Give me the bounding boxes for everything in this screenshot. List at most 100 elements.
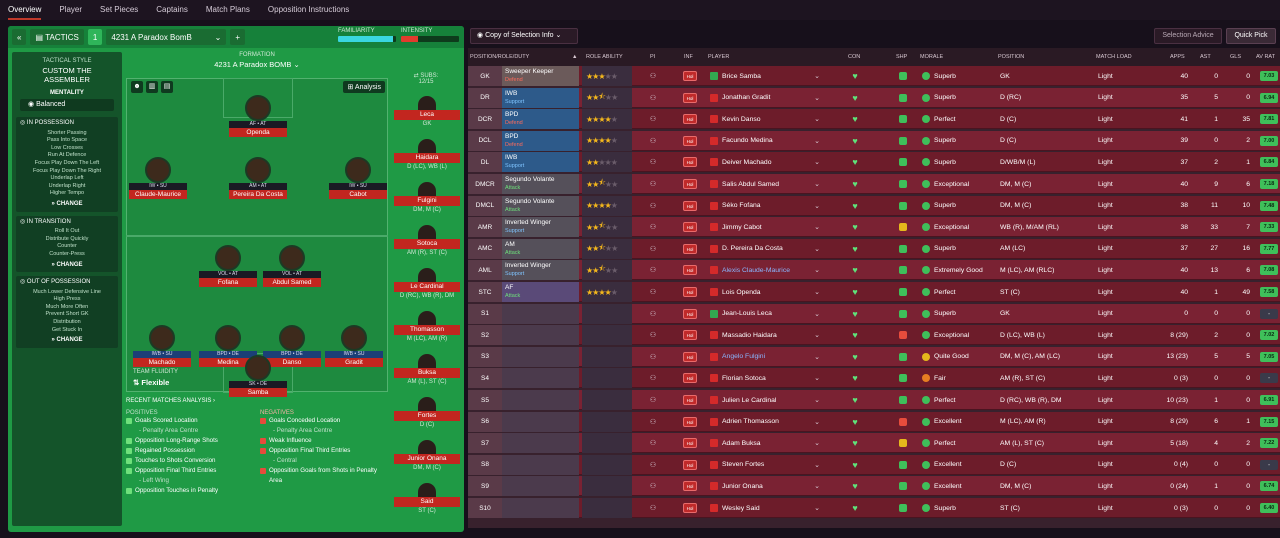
player-name[interactable]: Séko Fofana bbox=[722, 202, 761, 210]
player-cell[interactable]: Séko Fofana ⌄ bbox=[708, 196, 824, 216]
table-row[interactable]: S6 ⚇ Hol Adrien Thomasson ⌄ ♥ Excellent M (LC),… bbox=[468, 411, 1280, 432]
pitch-player-machado[interactable]: IWB • SU Machado bbox=[133, 325, 191, 367]
player-name[interactable]: Alexis Claude-Maurice bbox=[722, 266, 790, 274]
role-duty-cell[interactable]: Segundo Volante Attack bbox=[502, 174, 579, 194]
pitch-player-cabot[interactable]: IW • SU Cabot bbox=[329, 157, 387, 199]
player-cell[interactable]: Lois Openda ⌄ bbox=[708, 282, 824, 302]
pi-cell[interactable]: ⚇ bbox=[642, 88, 664, 108]
player-cell[interactable]: Alexis Claude-Maurice ⌄ bbox=[708, 260, 824, 280]
pi-cell[interactable]: ⚇ bbox=[642, 174, 664, 194]
role-duty-cell[interactable]: IWB Support bbox=[502, 87, 579, 108]
table-row[interactable]: DMCR Segundo Volante Attack ★ ★ ⯪ ★ ★ ⚇ Hol Salis … bbox=[468, 174, 1280, 194]
role-duty-cell[interactable]: Sweeper Keeper Defend bbox=[502, 66, 579, 86]
header-position[interactable]: POSITION bbox=[998, 54, 1025, 60]
header-inf[interactable]: INF bbox=[684, 54, 693, 60]
player-name[interactable]: Massadio Haidara bbox=[722, 331, 777, 339]
analysis-button[interactable]: ⊞ Analysis bbox=[343, 81, 385, 93]
chevron-down-icon[interactable]: ⌄ bbox=[814, 505, 820, 512]
pitch-player-fofana[interactable]: VOL • AT Fofana bbox=[199, 245, 257, 287]
quick-pick-button[interactable]: Quick Pick bbox=[1226, 28, 1276, 44]
clipboard-icon[interactable]: ▤ bbox=[161, 81, 173, 93]
chevron-down-icon[interactable]: ⌄ bbox=[814, 310, 820, 318]
role-duty-cell[interactable]: Inverted Winger Support bbox=[502, 217, 579, 238]
copy-selection-info-select[interactable]: ◉ Copy of Selection Info ⌄ bbox=[470, 28, 578, 44]
sub-player[interactable]: Said ST (C) bbox=[394, 483, 460, 515]
player-icon[interactable]: ☻ bbox=[131, 81, 143, 93]
chevron-down-icon[interactable]: ⌄ bbox=[814, 94, 820, 102]
role-duty-cell[interactable] bbox=[502, 346, 579, 367]
table-row[interactable]: S8 ⚇ Hol Steven Fortes ⌄ ♥ Excellent D (C) Light… bbox=[468, 454, 1280, 475]
header-shp[interactable]: SHP bbox=[896, 54, 908, 60]
bar-chart-icon[interactable]: ▥ bbox=[146, 81, 158, 93]
header-player[interactable]: PLAYER bbox=[708, 54, 730, 60]
add-tactic-button[interactable]: + bbox=[230, 29, 245, 45]
header-pi[interactable]: PI bbox=[650, 54, 656, 60]
player-cell[interactable]: Angelo Fulgini ⌄ bbox=[708, 347, 824, 367]
pi-cell[interactable]: ⚇ bbox=[642, 66, 664, 86]
role-duty-cell[interactable]: Inverted Winger Support bbox=[502, 260, 579, 281]
sub-player[interactable]: Buksa AM (L), ST (C) bbox=[394, 354, 460, 386]
header-ast[interactable]: AST bbox=[1200, 54, 1211, 60]
player-name[interactable]: Jonathan Gradit bbox=[722, 94, 771, 102]
pi-cell[interactable]: ⚇ bbox=[642, 498, 664, 518]
player-cell[interactable]: Jonathan Gradit ⌄ bbox=[708, 88, 824, 108]
player-cell[interactable]: D. Pereira Da Costa ⌄ bbox=[708, 239, 824, 259]
pitch-player-medina[interactable]: BPD • DE Medina bbox=[199, 325, 257, 367]
sub-player[interactable]: Fortes D (C) bbox=[394, 397, 460, 429]
tactic-slot[interactable]: 1 bbox=[87, 29, 103, 45]
pi-cell[interactable]: ⚇ bbox=[642, 217, 664, 237]
pitch-player-danso[interactable]: BPD • DE Danso bbox=[263, 325, 321, 367]
tab-overview[interactable]: Overview bbox=[8, 0, 42, 20]
table-row[interactable]: AML Inverted Winger Support ★ ★ ⯪ ★ ★ ⚇ Hol Alexis… bbox=[468, 260, 1280, 281]
table-row[interactable]: S5 ⚇ Hol Julien Le Cardinal ⌄ ♥ Perfect D (RC),… bbox=[468, 390, 1280, 410]
tab-opposition-instructions[interactable]: Opposition Instructions bbox=[267, 5, 350, 14]
chevron-down-icon[interactable]: ⌄ bbox=[814, 137, 820, 145]
player-name[interactable]: Jean-Louis Leca bbox=[722, 310, 772, 318]
sub-player[interactable]: Le Cardinal D (RC), WB (R), DM bbox=[394, 268, 460, 300]
player-name[interactable]: Brice Samba bbox=[722, 72, 761, 80]
chevron-down-icon[interactable]: ⌄ bbox=[814, 332, 820, 340]
pi-cell[interactable]: ⚇ bbox=[642, 347, 664, 367]
table-row[interactable]: DL IWB Support ★ ★ ★ ★ ★ ⚇ Hol Deiver Machado ⌄ ♥ Sup… bbox=[468, 152, 1280, 173]
player-name[interactable]: Jimmy Cabot bbox=[722, 223, 762, 231]
role-duty-cell[interactable] bbox=[502, 454, 579, 475]
table-row[interactable]: S3 ⚇ Hol Angelo Fulgini ⌄ ♥ Quite Good DM, M (C… bbox=[468, 346, 1280, 367]
table-row[interactable]: DCL BPD Defend ★ ★ ★ ★ ★ ⚇ Hol Facundo Medina ⌄ ♥ Sup… bbox=[468, 130, 1280, 151]
sub-player[interactable]: Leca GK bbox=[394, 96, 460, 128]
table-row[interactable]: S4 ⚇ Hol Florian Sotoca ⌄ ♥ Fair AM (R), ST (C)… bbox=[468, 368, 1280, 389]
role-duty-cell[interactable]: IWB Support bbox=[502, 152, 579, 173]
pi-cell[interactable]: ⚇ bbox=[642, 433, 664, 453]
role-duty-cell[interactable]: AM Attack bbox=[502, 238, 579, 259]
pi-cell[interactable]: ⚇ bbox=[642, 455, 664, 475]
table-row[interactable]: STC AF Attack ★ ★ ★ ★ ★ ⚇ Hol Lois Openda ⌄ ♥ Perfect… bbox=[468, 282, 1280, 302]
header-av-rat[interactable]: AV RAT bbox=[1256, 54, 1276, 60]
chevron-down-icon[interactable]: ⌄ bbox=[814, 116, 820, 124]
tactics-button[interactable]: ▤ TACTICS bbox=[30, 29, 84, 45]
tab-match-plans[interactable]: Match Plans bbox=[205, 5, 250, 14]
header-apps[interactable]: APPS bbox=[1170, 54, 1185, 60]
sub-player[interactable]: Haidara D (LC), WB (L) bbox=[394, 139, 460, 171]
player-cell[interactable]: Kevin Danso ⌄ bbox=[708, 109, 824, 129]
pi-cell[interactable]: ⚇ bbox=[642, 260, 664, 280]
player-name[interactable]: Deiver Machado bbox=[722, 158, 772, 166]
player-name[interactable]: Adrien Thomasson bbox=[722, 418, 779, 426]
player-cell[interactable]: Salis Abdul Samed ⌄ bbox=[708, 174, 824, 194]
chevron-down-icon[interactable]: ⌄ bbox=[814, 440, 820, 448]
player-name[interactable]: Kevin Danso bbox=[722, 115, 761, 123]
player-name[interactable]: Florian Sotoca bbox=[722, 374, 766, 382]
player-cell[interactable]: Brice Samba ⌄ bbox=[708, 66, 824, 86]
chevron-down-icon[interactable]: ⌄ bbox=[814, 73, 820, 80]
chevron-down-icon[interactable]: ⌄ bbox=[814, 353, 820, 361]
collapse-icon[interactable]: « bbox=[12, 29, 27, 45]
header-con[interactable]: CON bbox=[848, 54, 861, 60]
table-row[interactable]: DR IWB Support ★ ★ ⯪ ★ ★ ⚇ Hol Jonathan Gradit ⌄ ♥ Su… bbox=[468, 87, 1280, 108]
role-duty-cell[interactable] bbox=[502, 368, 579, 389]
chevron-down-icon[interactable]: ⌄ bbox=[814, 224, 820, 232]
player-cell[interactable]: Junior Onana ⌄ bbox=[708, 476, 824, 496]
change-in-transition-button[interactable]: » CHANGE bbox=[51, 261, 83, 268]
header-role-ability[interactable]: ROLE ABILITY bbox=[586, 54, 623, 60]
chevron-down-icon[interactable]: ⌄ bbox=[814, 159, 820, 167]
sub-player[interactable]: Junior Onana DM, M (C) bbox=[394, 440, 460, 472]
chevron-down-icon[interactable]: ⌄ bbox=[814, 483, 820, 491]
pi-cell[interactable]: ⚇ bbox=[642, 368, 664, 388]
